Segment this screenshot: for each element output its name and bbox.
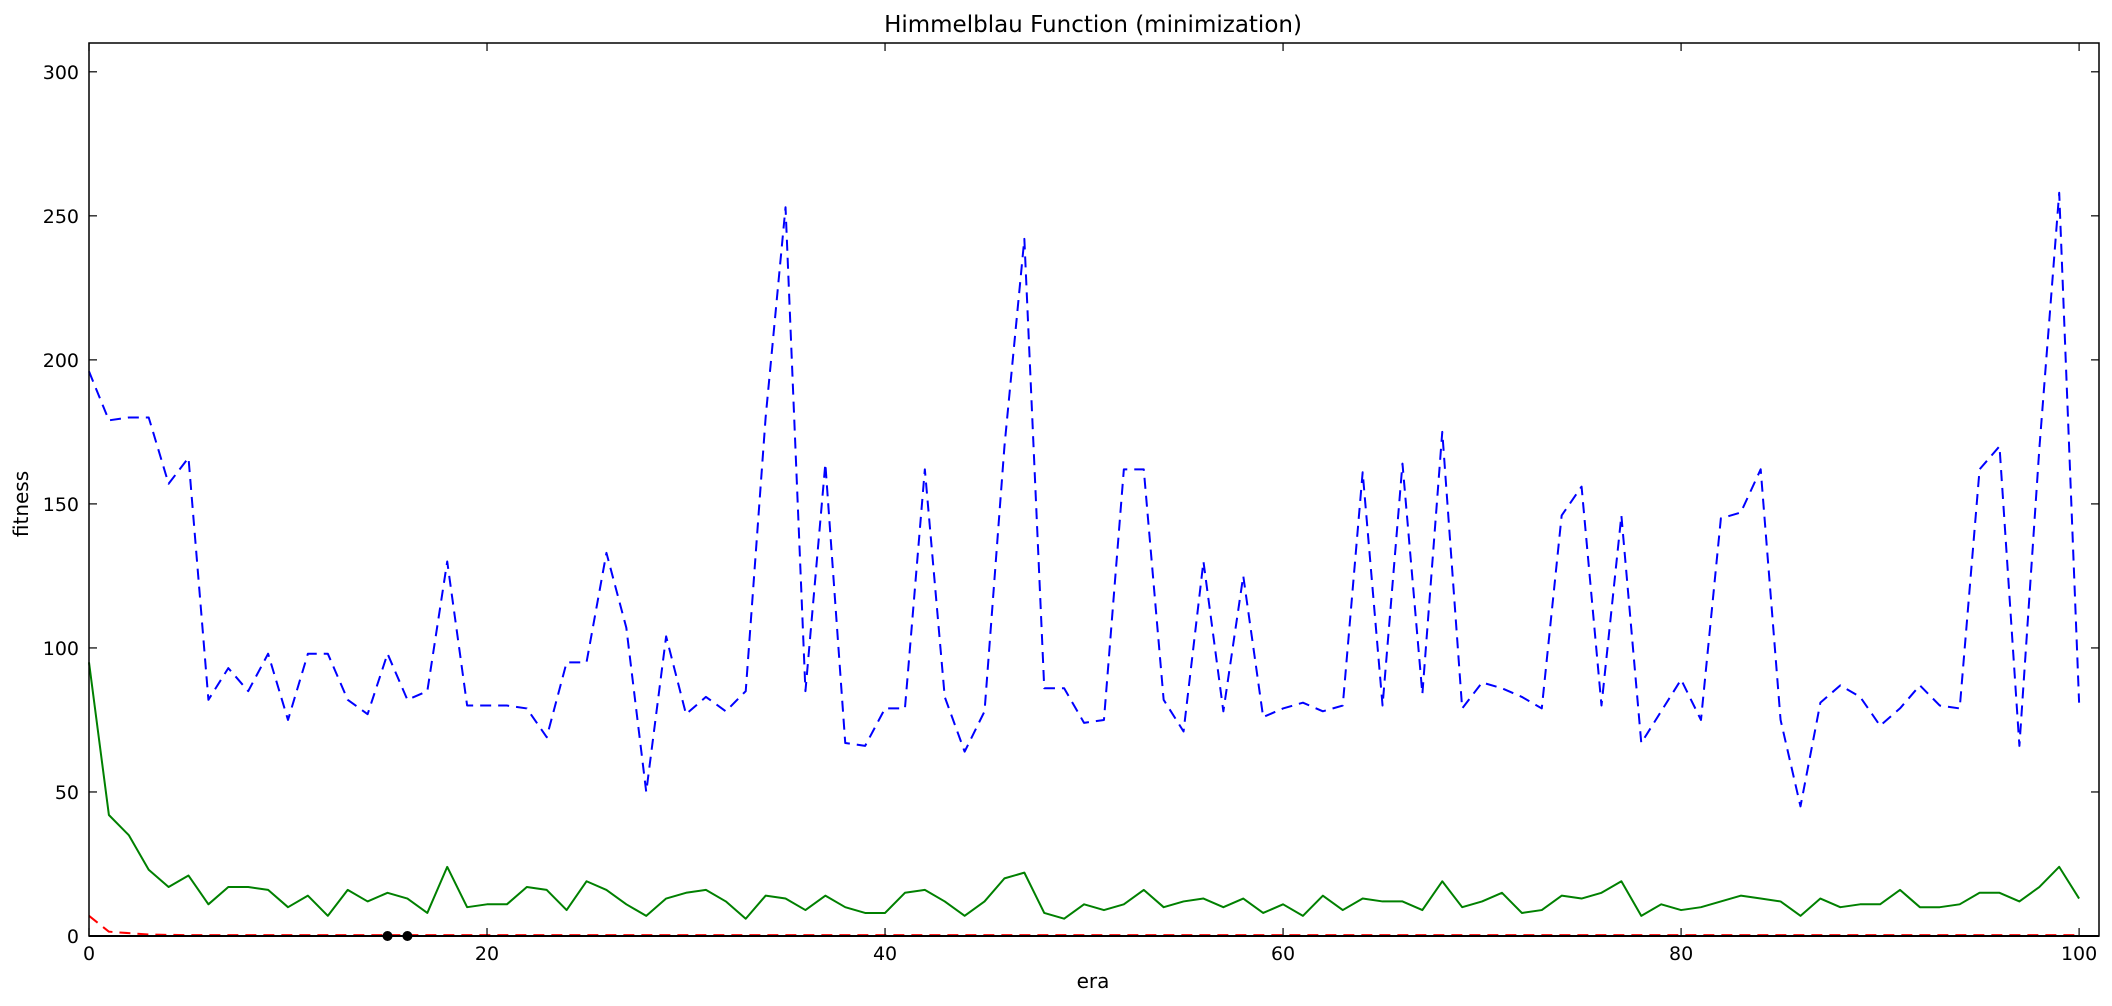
x-axis-label: era	[1077, 969, 1110, 993]
series-line-1	[88, 662, 2080, 920]
y-tick-label: 250	[43, 206, 79, 228]
x-tick-label: 0	[83, 943, 95, 965]
x-tick-label: 20	[475, 943, 499, 965]
x-tick-label: 60	[1271, 943, 1295, 965]
y-tick-label: 100	[43, 638, 79, 660]
series-line-0	[88, 191, 2081, 808]
plot-frame	[88, 42, 2100, 937]
y-tick-label: 300	[43, 62, 79, 84]
y-tick-label: 150	[43, 494, 79, 516]
y-tick-label: 200	[43, 350, 79, 372]
y-tick-label: 0	[67, 926, 79, 948]
x-tick-label: 80	[1669, 943, 1693, 965]
plot-area: 0 20 40 60 80 100 0 50 100 150 200 250 300	[43, 42, 2100, 965]
y-axis-label: fitness	[9, 471, 33, 537]
chart-title: Himmelblau Function (minimization)	[884, 12, 1302, 38]
y-tick-label: 50	[55, 782, 79, 804]
x-tick-label: 40	[873, 943, 897, 965]
x-tick-label: 100	[2061, 943, 2097, 965]
